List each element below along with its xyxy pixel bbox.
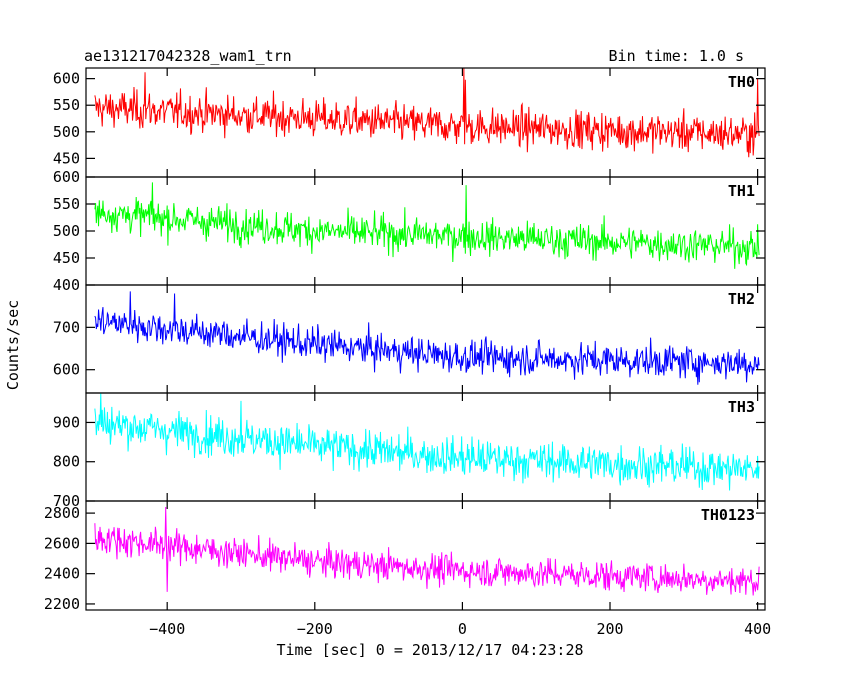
x-tick-label: −200 <box>297 620 333 638</box>
panel-name-label: TH2 <box>728 290 755 308</box>
panel-th2: 600 700 TH2 <box>53 284 766 394</box>
y-tick-label: 2800 <box>44 504 80 522</box>
series-line-th3 <box>94 393 760 491</box>
panel-th0123: 2200 2400 2600 2800 TH0123 <box>44 500 766 613</box>
y-axis-label: Counts/sec <box>4 300 22 390</box>
panel-name-label: TH0 <box>728 73 755 91</box>
panel-frame <box>85 392 766 502</box>
y-tick-label: 2200 <box>44 595 80 613</box>
series-line-th0 <box>94 68 760 158</box>
y-tick-label: 2400 <box>44 565 80 583</box>
y-tick-label: 500 <box>53 123 80 141</box>
panel-th3: 700 800 900 TH3 <box>53 392 766 510</box>
plot-title: ae131217042328_wam1_trn <box>84 47 292 65</box>
panel-name-label: TH0123 <box>701 506 755 524</box>
panel-frame <box>85 67 766 178</box>
bin-time-label: Bin time: 1.0 s <box>609 47 744 65</box>
panels-group: 450 500 550 600 TH0 400 450 500 550 600 TH1 600 700 T… <box>44 67 766 613</box>
y-tick-label: 450 <box>53 249 80 267</box>
y-tick-label: 600 <box>53 168 80 186</box>
panel-th0: 450 500 550 600 TH0 <box>53 67 766 178</box>
x-axis-label: Time [sec] 0 = 2013/12/17 04:23:28 <box>276 641 583 659</box>
y-tick-label: 500 <box>53 222 80 240</box>
x-tick-label: 400 <box>744 620 771 638</box>
y-tick-label: 800 <box>53 453 80 471</box>
panel-name-label: TH1 <box>728 182 755 200</box>
panel-name-label: TH3 <box>728 398 755 416</box>
series-line-th1 <box>94 182 760 269</box>
panel-frame <box>85 500 766 611</box>
y-tick-label: 700 <box>53 492 80 510</box>
x-tick-label: −400 <box>149 620 185 638</box>
y-tick-label: 400 <box>53 276 80 294</box>
y-tick-label: 600 <box>53 70 80 88</box>
y-tick-label: 700 <box>53 318 80 336</box>
panel-th1: 400 450 500 550 600 TH1 <box>53 168 766 294</box>
y-tick-label: 900 <box>53 413 80 431</box>
x-tick-label: 0 <box>458 620 467 638</box>
x-axis: −400 −200 0 200 400 <box>149 620 771 638</box>
y-tick-label: 450 <box>53 149 80 167</box>
y-tick-label: 550 <box>53 96 80 114</box>
y-tick-label: 600 <box>53 361 80 379</box>
series-line-th0123 <box>94 507 760 596</box>
y-tick-label: 550 <box>53 195 80 213</box>
series-line-th2 <box>94 291 760 385</box>
x-tick-label: 200 <box>596 620 623 638</box>
y-tick-label: 2600 <box>44 534 80 552</box>
